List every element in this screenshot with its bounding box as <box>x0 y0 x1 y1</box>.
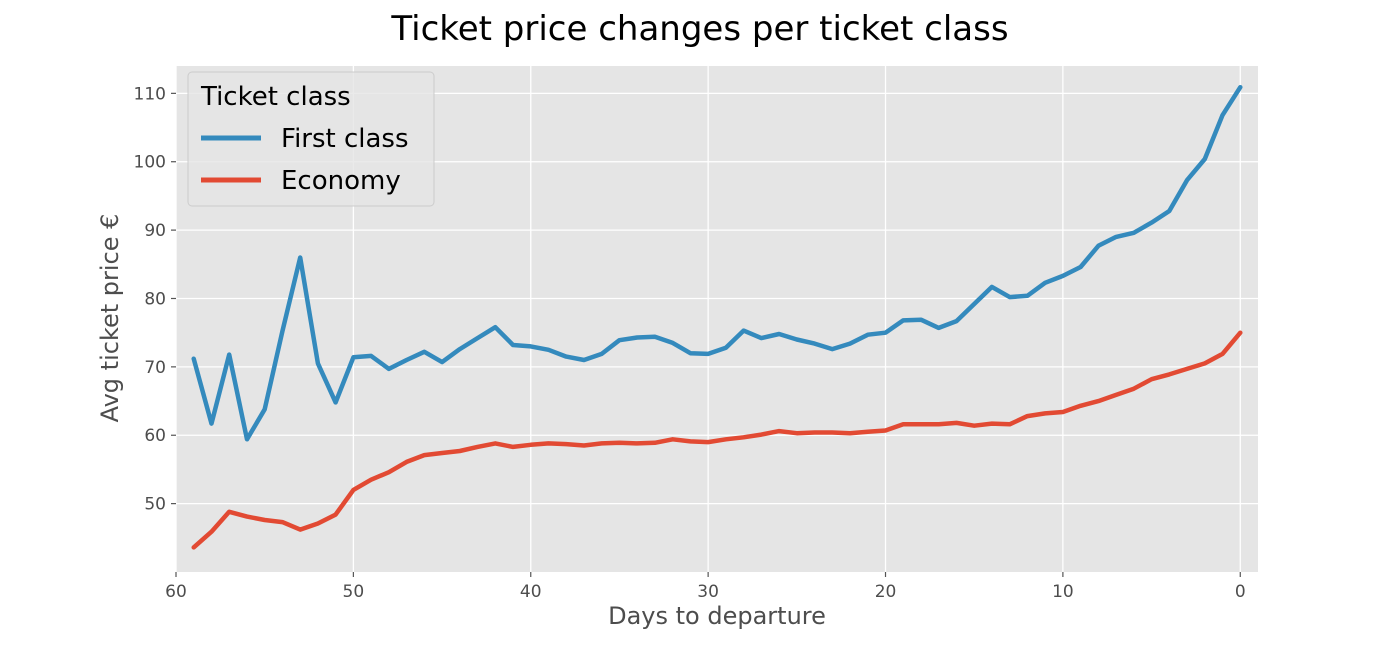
y-tick-label: 50 <box>144 495 166 515</box>
x-tick-label: 40 <box>520 582 542 602</box>
x-tick-label: 0 <box>1235 582 1246 602</box>
y-tick-label: 70 <box>144 358 166 378</box>
x-tick-label: 20 <box>875 582 897 602</box>
x-tick-label: 60 <box>165 582 187 602</box>
legend-label-first-class: First class <box>281 124 409 154</box>
gridlines <box>175 66 1258 572</box>
y-tick-label: 100 <box>134 153 166 173</box>
x-axis-label: Days to departure <box>608 602 826 630</box>
y-tick-label: 90 <box>144 221 166 241</box>
y-axis-ticks: 50 60 70 80 90 100 110 <box>134 84 176 515</box>
series-lines <box>191 84 1243 550</box>
x-tick-label: 10 <box>1052 582 1074 602</box>
legend-title: Ticket class <box>200 82 351 112</box>
y-tick-label: 110 <box>134 84 166 104</box>
series-line-first-class <box>191 84 1243 442</box>
x-axis-ticks: 60 50 40 30 20 10 0 <box>165 572 1246 602</box>
chart-title: Ticket price changes per ticket class <box>390 9 1008 49</box>
y-tick-label: 60 <box>144 426 166 446</box>
y-axis-label: Avg ticket price € <box>96 214 124 423</box>
legend-box <box>187 71 435 207</box>
x-tick-label: 50 <box>343 582 365 602</box>
series-line-economy <box>191 330 1243 550</box>
legend-label-economy: Economy <box>281 166 401 196</box>
legend: Ticket class First class Economy <box>187 71 435 207</box>
x-tick-label: 30 <box>697 582 719 602</box>
y-tick-label: 80 <box>144 289 166 309</box>
